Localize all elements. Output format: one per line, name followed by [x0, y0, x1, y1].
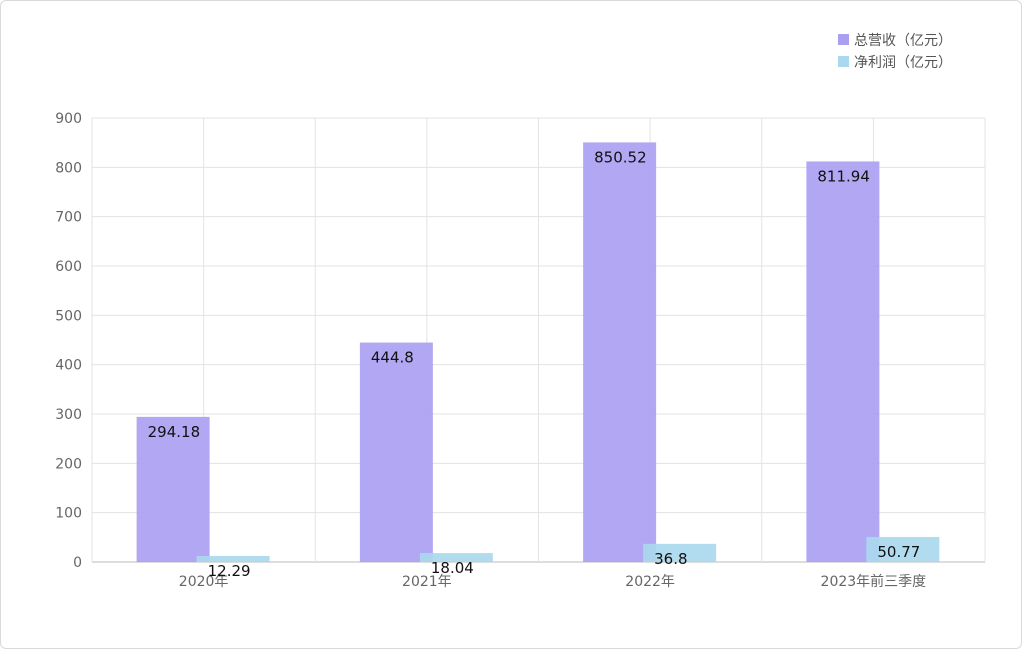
revenue-value-label: 444.8 [371, 349, 414, 367]
profit-bar [643, 543, 717, 562]
x-category-label: 2021年 [402, 574, 452, 590]
revenue-value-label: 294.18 [148, 423, 201, 441]
legend: 总营收（亿元） 净利润（亿元） [838, 33, 952, 71]
profit-value-label: 18.04 [431, 559, 474, 577]
x-axis: 2020年 2021年 2022年 2023年前三季度 [179, 573, 926, 590]
profit-bar [866, 536, 940, 562]
y-tick-label: 100 [55, 506, 82, 522]
y-axis: 0 100 200 300 400 500 600 700 800 900 [55, 111, 82, 571]
y-tick-label: 800 [55, 160, 82, 176]
legend-swatch-revenue [838, 34, 849, 45]
y-tick-label: 700 [55, 210, 82, 226]
x-category-label: 2023年前三季度 [821, 573, 927, 590]
revenue-bar [136, 416, 210, 562]
x-category-label: 2022年 [625, 574, 675, 590]
x-category-label: 2020年 [179, 574, 229, 590]
y-tick-label: 200 [55, 456, 82, 472]
y-tick-label: 900 [55, 111, 82, 127]
profit-bar [419, 553, 493, 562]
y-tick-label: 600 [55, 259, 82, 275]
y-tick-label: 500 [55, 308, 82, 324]
y-tick-label: 400 [55, 358, 82, 374]
bars [136, 142, 940, 562]
profit-bar [196, 555, 270, 562]
revenue-bar [806, 161, 880, 562]
profit-value-label: 12.29 [208, 562, 251, 580]
profit-value-label: 50.77 [877, 543, 920, 561]
legend-swatch-profit [838, 56, 849, 67]
y-tick-label: 300 [55, 407, 82, 423]
profit-value-label: 36.8 [654, 550, 687, 568]
revenue-bar [359, 342, 433, 562]
revenue-bar [583, 142, 657, 562]
revenue-value-label: 850.52 [594, 148, 647, 166]
value-labels: 294.18 444.8 850.52 811.94 12.29 18.04 36.8 50.… [148, 148, 921, 580]
legend-label-profit: 净利润（亿元） [854, 55, 952, 71]
legend-label-revenue: 总营收（亿元） [854, 33, 952, 49]
y-tick-label: 0 [73, 555, 82, 571]
revenue-value-label: 811.94 [817, 167, 870, 185]
